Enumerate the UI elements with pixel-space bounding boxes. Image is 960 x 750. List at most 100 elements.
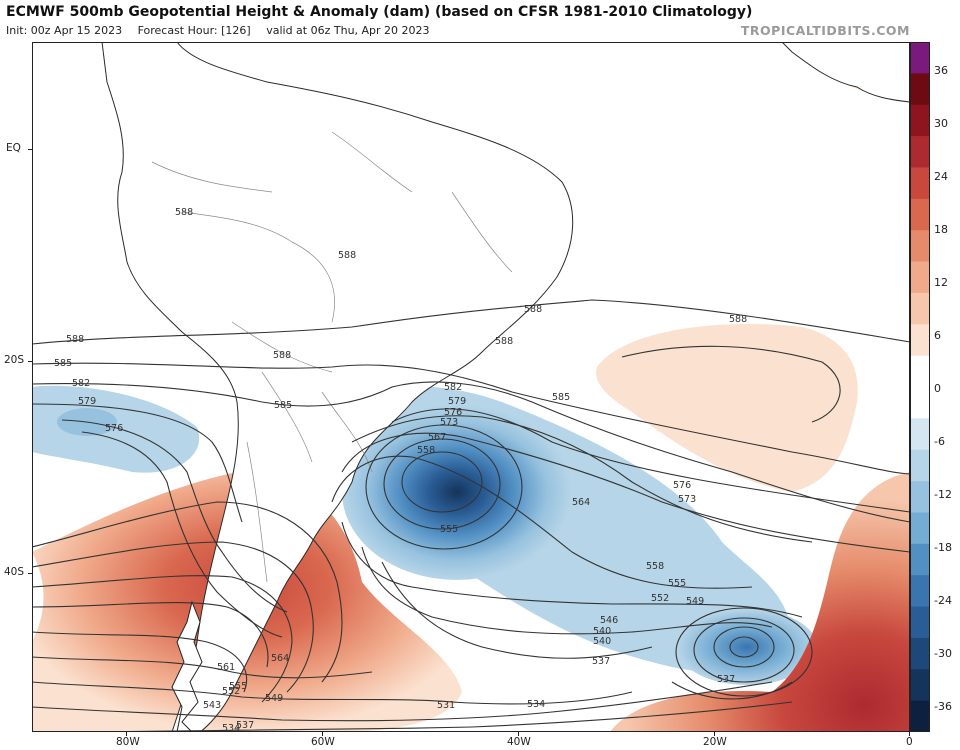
- lon-label-60w: 60W: [311, 736, 335, 748]
- height-contours: [32, 299, 910, 732]
- colorbar-label: 6: [934, 329, 941, 342]
- lon-label-80w: 80W: [116, 736, 140, 748]
- colorbar-segment: [910, 292, 930, 325]
- colorbar-segment: [910, 700, 930, 732]
- contour-label: 537: [236, 720, 254, 731]
- contour-label: 582: [72, 378, 90, 389]
- contour-label: 588: [524, 304, 542, 315]
- lat-label-20s: 20S: [4, 354, 25, 366]
- contour-label: 585: [274, 400, 292, 411]
- colorbar-label: 0: [934, 382, 941, 395]
- colorbar-label: 12: [934, 276, 948, 289]
- contour-label: 573: [440, 417, 458, 428]
- valid-time: valid at 06z Thu, Apr 20 2023: [266, 24, 430, 37]
- contour-label: 576: [444, 407, 462, 418]
- contour-label: 534: [222, 723, 240, 732]
- lon-label-0: 0: [906, 736, 913, 748]
- colorbar-label: 36: [934, 64, 948, 77]
- contour-label: 588: [338, 250, 356, 261]
- lat-label-eq: EQ: [6, 142, 21, 154]
- contour-label: 555: [229, 681, 247, 692]
- colorbar-segment: [910, 637, 930, 670]
- colorbar-segment: [910, 230, 930, 263]
- map-subtitle: Init: 00z Apr 15 2023 Forecast Hour: [12…: [6, 24, 442, 37]
- chile-islands: [171, 600, 203, 732]
- colorbar-label: -24: [934, 594, 952, 607]
- contour-label: 537: [717, 674, 735, 685]
- contour-label: 576: [105, 423, 123, 434]
- lat-label-40s: 40S: [4, 566, 25, 578]
- negative-anomaly-pacific: [32, 385, 200, 473]
- colorbar-segment: [910, 355, 930, 388]
- colorbar-segment: [910, 167, 930, 200]
- colorbar-segment: [910, 387, 930, 419]
- colorbar-label: -6: [934, 435, 945, 448]
- contour-label: 567: [428, 432, 446, 443]
- lon-tick: [714, 732, 715, 736]
- colorbar-segment: [910, 73, 930, 106]
- contour-label: 579: [78, 396, 96, 407]
- contour-label: 585: [552, 392, 570, 403]
- colorbar-segment: [910, 198, 930, 231]
- negative-anomaly-core: [342, 404, 572, 580]
- landmass: [101, 42, 910, 732]
- contour-label: 540: [593, 636, 611, 647]
- lat-tick: [28, 149, 32, 150]
- colorbar-label: -18: [934, 541, 952, 554]
- forecast-hour: Forecast Hour: [126]: [137, 24, 251, 37]
- lon-label-20w: 20W: [703, 736, 727, 748]
- contour-label: 552: [222, 686, 240, 697]
- colorbar-segment: [910, 512, 930, 545]
- colorbar: 36 30 24 18 12 6 0 -6 -12 -18 -24 -30 -36: [910, 42, 952, 732]
- init-time: Init: 00z Apr 15 2023: [6, 24, 123, 37]
- colorbar-label: 24: [934, 170, 948, 183]
- lat-tick: [28, 573, 32, 574]
- country-borders: [151, 131, 513, 583]
- contour-label: 552: [651, 593, 669, 604]
- colorbar-label: 30: [934, 117, 948, 130]
- lat-tick: [28, 361, 32, 362]
- colorbar-segment: [910, 575, 930, 608]
- contour-label: 534: [527, 699, 545, 710]
- map-panel: 588 588 588 588 588 588 588 585 585 585 …: [32, 42, 910, 732]
- lon-tick: [909, 732, 910, 736]
- contour-label: 540: [593, 626, 611, 637]
- contour-label: 588: [273, 350, 291, 361]
- contour-label: 588: [66, 334, 84, 345]
- colorbar-segment: [910, 449, 930, 482]
- contour-label: 564: [572, 497, 590, 508]
- contour-label: 585: [54, 358, 72, 369]
- colorbar-frame: [910, 42, 930, 732]
- contour-label: 579: [448, 396, 466, 407]
- negative-anomaly-east: [677, 609, 817, 685]
- header: ECMWF 500mb Geopotential Height & Anomal…: [0, 0, 960, 42]
- contour-label: 564: [271, 653, 289, 664]
- positive-anomaly-midatlantic: [596, 323, 858, 492]
- contour-label: 531: [437, 700, 455, 711]
- contour-label: 588: [175, 207, 193, 218]
- lon-tick: [322, 732, 323, 736]
- colorbar-segment: [910, 481, 930, 513]
- colorbar-segment: [910, 104, 930, 137]
- colorbar-segment: [910, 324, 930, 357]
- contour-label: 558: [646, 561, 664, 572]
- contour-label: 588: [495, 336, 513, 347]
- colorbar-segment: [910, 136, 930, 168]
- contour-label: 543: [203, 700, 221, 711]
- contour-label: 555: [668, 578, 686, 589]
- lon-tick: [518, 732, 519, 736]
- africa-outline: [781, 42, 910, 103]
- colorbar-segment: [910, 669, 930, 702]
- contour-label: 558: [417, 445, 435, 456]
- contour-label: 588: [729, 314, 747, 325]
- colorbar-label: -12: [934, 488, 952, 501]
- colorbar-label: 18: [934, 223, 948, 236]
- lon-tick: [126, 732, 127, 736]
- map-title: ECMWF 500mb Geopotential Height & Anomal…: [6, 4, 753, 20]
- contour-label: 561: [217, 662, 235, 673]
- lon-label-40w: 40W: [507, 736, 531, 748]
- contour-label: 573: [678, 494, 696, 505]
- colorbar-label: -30: [934, 647, 952, 660]
- colorbar-segment: [910, 42, 930, 74]
- positive-anomaly-east-south: [610, 472, 910, 732]
